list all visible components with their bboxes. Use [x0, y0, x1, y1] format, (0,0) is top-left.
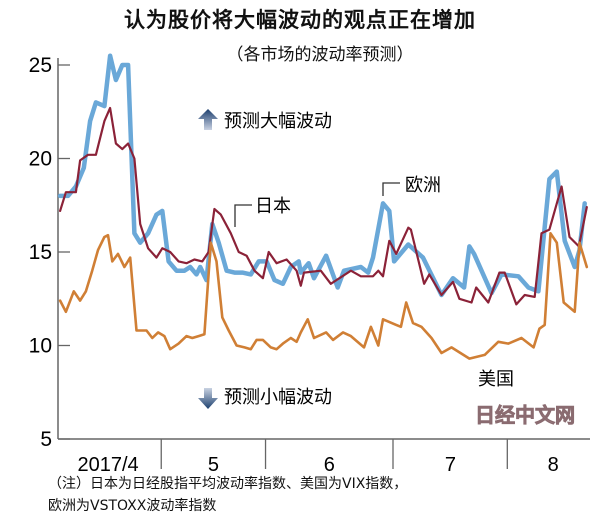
chart-subtitle: （各市场的波动率预测） — [226, 45, 414, 65]
footnote-line-2: 欧洲为VSTOXX波动率指数 — [48, 498, 217, 514]
y-tick-label: 25 — [29, 54, 52, 77]
y-tick-label: 20 — [29, 148, 52, 171]
series-line-us — [58, 232, 589, 360]
y-tick-label: 5 — [40, 428, 52, 451]
arrow-down-icon — [198, 388, 218, 409]
annotation-up: 预测大幅波动 — [224, 111, 332, 132]
x-tick-label: 7 — [445, 454, 456, 476]
y-tick-label: 10 — [29, 335, 52, 358]
y-tick-label: 15 — [29, 241, 52, 264]
watermark-logo: 日经中文网 — [475, 403, 575, 427]
x-tick-label: 6 — [324, 454, 335, 476]
label-europe: 欧洲 — [405, 175, 441, 196]
series-line-europe — [57, 53, 587, 298]
japan-label-leader — [234, 204, 252, 227]
series-line-japan — [59, 106, 588, 306]
x-tick-label: 2017/4 — [77, 454, 138, 476]
arrow-up-icon — [198, 109, 218, 130]
annotation-down: 预测小幅波动 — [224, 387, 332, 408]
x-tick-label: 5 — [208, 454, 219, 476]
europe-label-leader — [382, 182, 400, 196]
footnote-line-1: （注）日本为日经股指平均波动率指数、美国为VIX指数， — [48, 476, 408, 492]
label-japan: 日本 — [255, 196, 291, 217]
label-us: 美国 — [478, 369, 514, 390]
x-tick-label: 8 — [548, 454, 559, 476]
chart-title: 认为股价将大幅波动的观点正在增加 — [124, 8, 476, 32]
